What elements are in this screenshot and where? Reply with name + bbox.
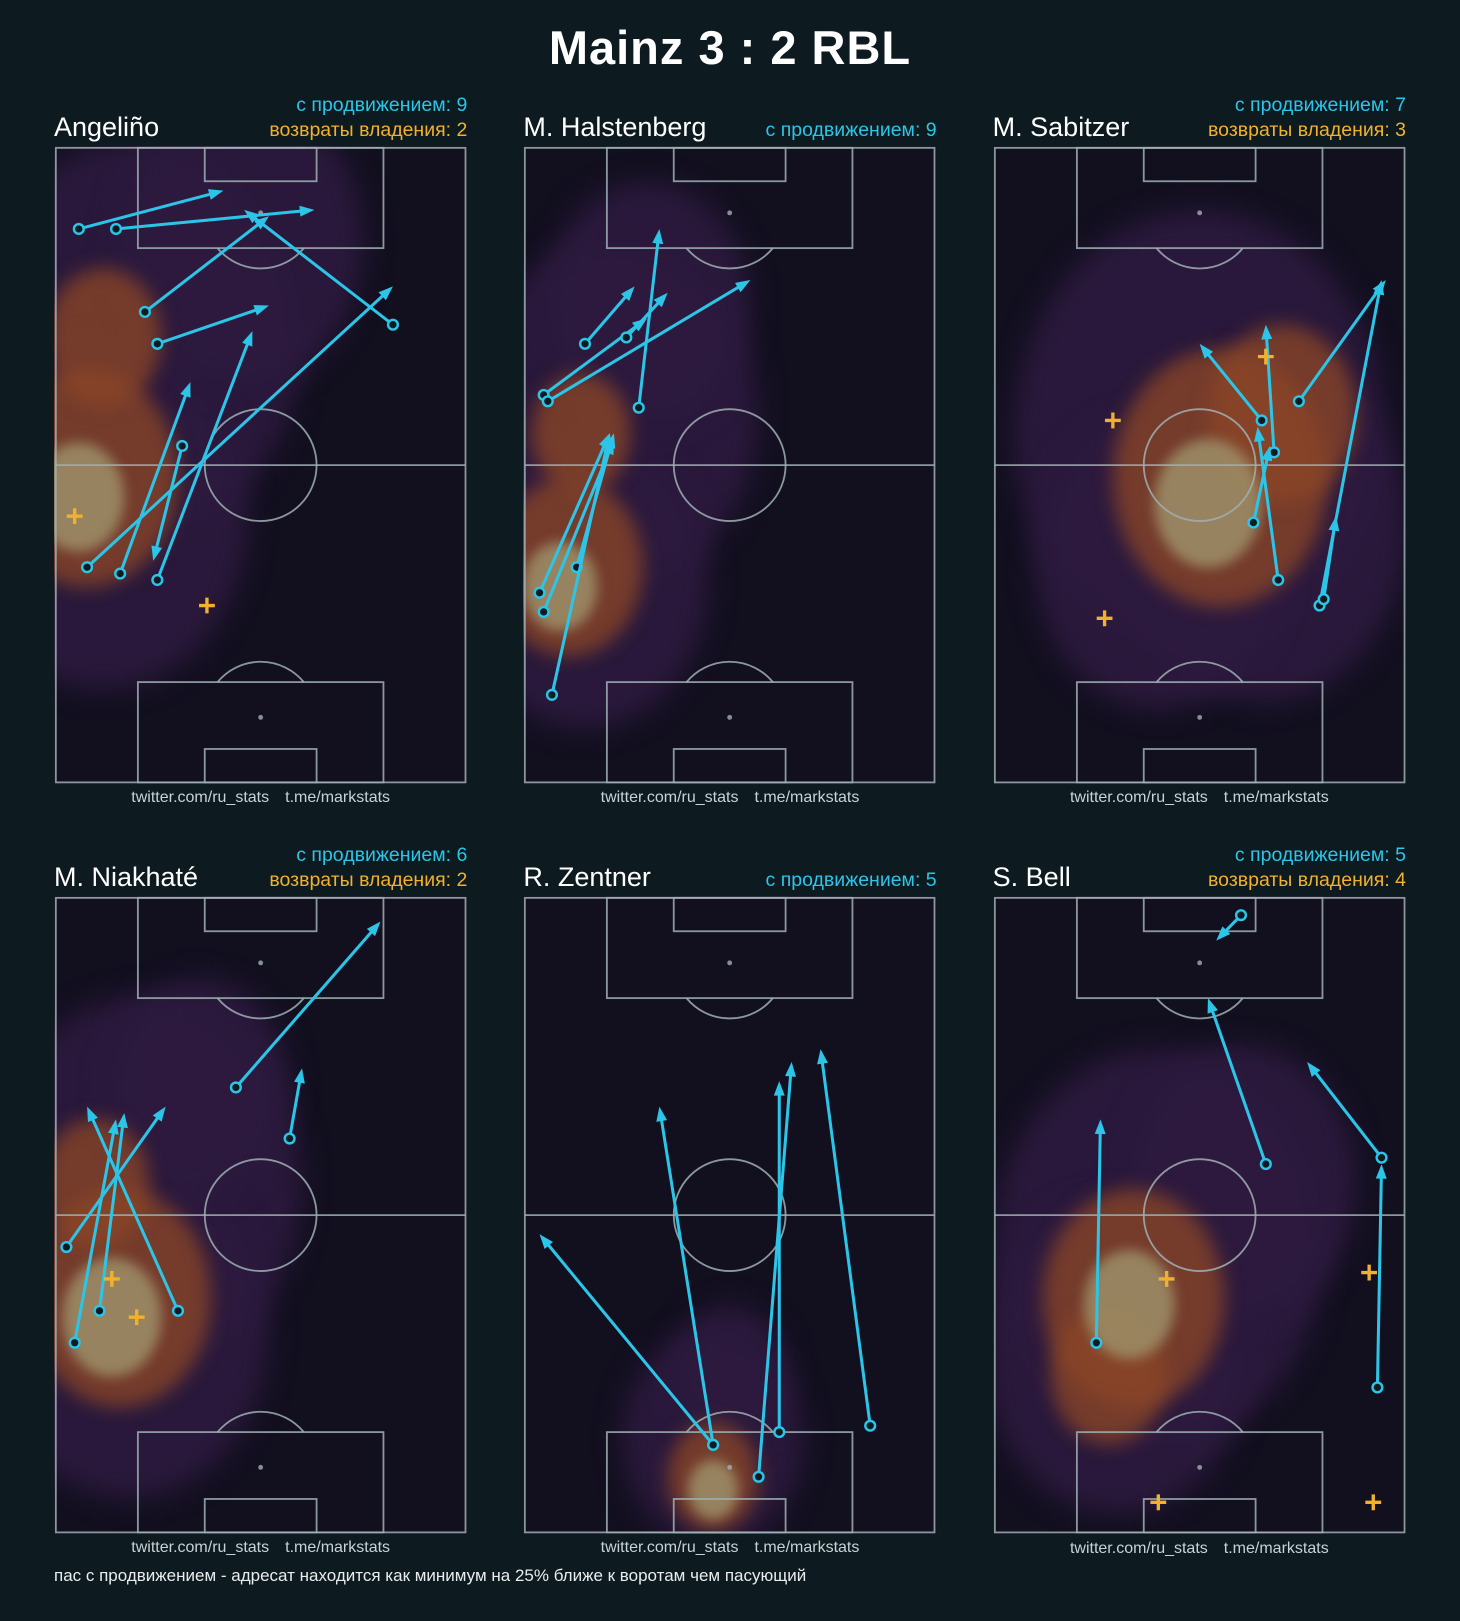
- caption: пас с продвижением - адресат находится к…: [54, 1565, 807, 1585]
- recovery-markers: [1150, 1264, 1381, 1511]
- pitch-map: [523, 896, 937, 1535]
- recoveries-stat: возвраты владения: 2: [269, 869, 468, 892]
- watermark-telegram: t.me/markstats: [1223, 1539, 1329, 1557]
- watermark-twitter: twitter.com/ru_stats: [1069, 1539, 1208, 1557]
- panel-stats: с продвижением: 9: [766, 118, 937, 143]
- watermark: twitter.com/ru_stats t.me/markstats: [993, 784, 1406, 807]
- pitch-lines: [524, 897, 936, 1534]
- panel-stats: с продвижением: 6 возвраты владения: 2: [269, 843, 467, 893]
- recovery-markers: [66, 508, 215, 614]
- recovery-plus-icon: [128, 1309, 145, 1326]
- recoveries-stat: возвраты владения: 3: [1208, 119, 1406, 141]
- player-panel-m-halstenberg: M. Halstenberg с продвижением: 9 twitter.c…: [523, 85, 937, 807]
- recoveries-stat: возвраты владения: 2: [269, 119, 468, 141]
- watermark-twitter: twitter.com/ru_stats: [600, 1539, 739, 1557]
- panel-header: M. Sabitzer с продвижением: 7 возвраты вла…: [993, 85, 1406, 143]
- pitch-lines: [993, 146, 1406, 784]
- player-panel-r-zentner: R. Zentner с продвижением: 5 twitter.com/r…: [523, 835, 937, 1557]
- progressive-stat: с продвижением: 9: [765, 119, 937, 141]
- player-panel-m-niakhat: M. Niakhaté с продвижением: 6 возвраты вла…: [54, 835, 468, 1557]
- watermark-telegram: t.me/markstats: [754, 1539, 860, 1557]
- recovery-markers: [1096, 348, 1274, 627]
- panel-header: M. Niakhaté с продвижением: 6 возвраты вла…: [54, 835, 467, 893]
- page-title: Mainz 3 : 2 RBL: [548, 21, 912, 74]
- pass-arrows: [60, 921, 381, 1350]
- recovery-plus-icon: [1104, 412, 1121, 429]
- watermark: twitter.com/ru_stats t.me/markstats: [993, 1535, 1406, 1558]
- pass-arrows: [1089, 909, 1388, 1394]
- player-name: R. Zentner: [523, 862, 651, 893]
- progressive-stat: с продвижением: 7: [1234, 94, 1406, 116]
- panel-header: S. Bell с продвижением: 5 возвраты владени…: [993, 835, 1406, 893]
- watermark-twitter: twitter.com/ru_stats: [1069, 789, 1208, 807]
- player-name: M. Halstenberg: [523, 112, 707, 142]
- player-name: M. Sabitzer: [992, 112, 1130, 142]
- pitch-map: [992, 896, 1406, 1535]
- recoveries-stat: возвраты владения: 4: [1208, 869, 1406, 892]
- recovery-plus-icon: [1360, 1264, 1377, 1281]
- watermark-twitter: twitter.com/ru_stats: [131, 1539, 270, 1557]
- player-panel-m-sabitzer: M. Sabitzer с продвижением: 7 возвраты вла…: [992, 85, 1406, 807]
- recovery-plus-icon: [1365, 1494, 1381, 1511]
- pitch-map: [54, 146, 468, 785]
- pass-arrows: [533, 228, 751, 701]
- player-name: S. Bell: [992, 862, 1071, 893]
- recovery-plus-icon: [1096, 610, 1113, 627]
- watermark-telegram: t.me/markstats: [1223, 789, 1329, 807]
- pitch-map: [992, 146, 1406, 785]
- panel-header: M. Halstenberg с продвижением: 9: [523, 85, 936, 143]
- panel-stats: с продвижением: 5 возвраты владения: 4: [1208, 843, 1406, 893]
- pitch-lines: [993, 897, 1406, 1534]
- watermark-twitter: twitter.com/ru_stats: [131, 789, 270, 807]
- watermark: twitter.com/ru_stats t.me/markstats: [523, 1534, 936, 1557]
- pitch-lines: [524, 146, 936, 784]
- panel-stats: с продвижением: 9 возвраты владения: 2: [269, 93, 467, 143]
- pitch-lines: [54, 146, 467, 784]
- recovery-plus-icon: [1257, 348, 1274, 365]
- progressive-stat: с продвижением: 6: [296, 844, 468, 867]
- recovery-plus-icon: [1150, 1494, 1166, 1511]
- player-panel-angeli-o: Angeliño с продвижением: 9 возвраты владен…: [54, 85, 468, 807]
- panel-stats: с продвижением: 7 возвраты владения: 3: [1208, 93, 1406, 143]
- pass-arrows: [72, 189, 400, 587]
- panel-header: Angeliño с продвижением: 9 возвраты владен…: [54, 85, 467, 143]
- watermark-telegram: t.me/markstats: [285, 789, 391, 807]
- panels-grid: Angeliño с продвижением: 9 возвраты владен…: [54, 85, 1406, 1558]
- pass-arrows: [1199, 280, 1386, 612]
- pitch-map: [54, 896, 468, 1535]
- watermark: twitter.com/ru_stats t.me/markstats: [54, 784, 467, 807]
- player-panel-s-bell: S. Bell с продвижением: 5 возвраты владени…: [992, 835, 1406, 1558]
- watermark-telegram: t.me/markstats: [754, 789, 860, 807]
- panel-stats: с продвижением: 5: [766, 868, 937, 893]
- watermark-telegram: t.me/markstats: [285, 1539, 391, 1557]
- progressive-stat: с продвижением: 9: [296, 94, 468, 116]
- recovery-markers: [103, 1271, 145, 1326]
- recovery-plus-icon: [199, 597, 215, 614]
- panel-header: R. Zentner с продвижением: 5: [523, 835, 936, 893]
- progressive-stat: с продвижением: 5: [1234, 844, 1406, 867]
- watermark: twitter.com/ru_stats t.me/markstats: [54, 1534, 467, 1557]
- progressive-stat: с продвижением: 5: [765, 869, 937, 892]
- watermark-twitter: twitter.com/ru_stats: [600, 789, 739, 807]
- recovery-plus-icon: [66, 508, 83, 525]
- watermark: twitter.com/ru_stats t.me/markstats: [523, 784, 936, 807]
- player-name: M. Niakhaté: [54, 862, 199, 893]
- pass-arrows: [539, 1049, 877, 1484]
- player-name: Angeliño: [54, 112, 160, 142]
- pitch-lines: [54, 897, 467, 1534]
- pitch-map: [523, 146, 937, 785]
- recovery-plus-icon: [1158, 1271, 1175, 1288]
- recovery-plus-icon: [103, 1271, 120, 1288]
